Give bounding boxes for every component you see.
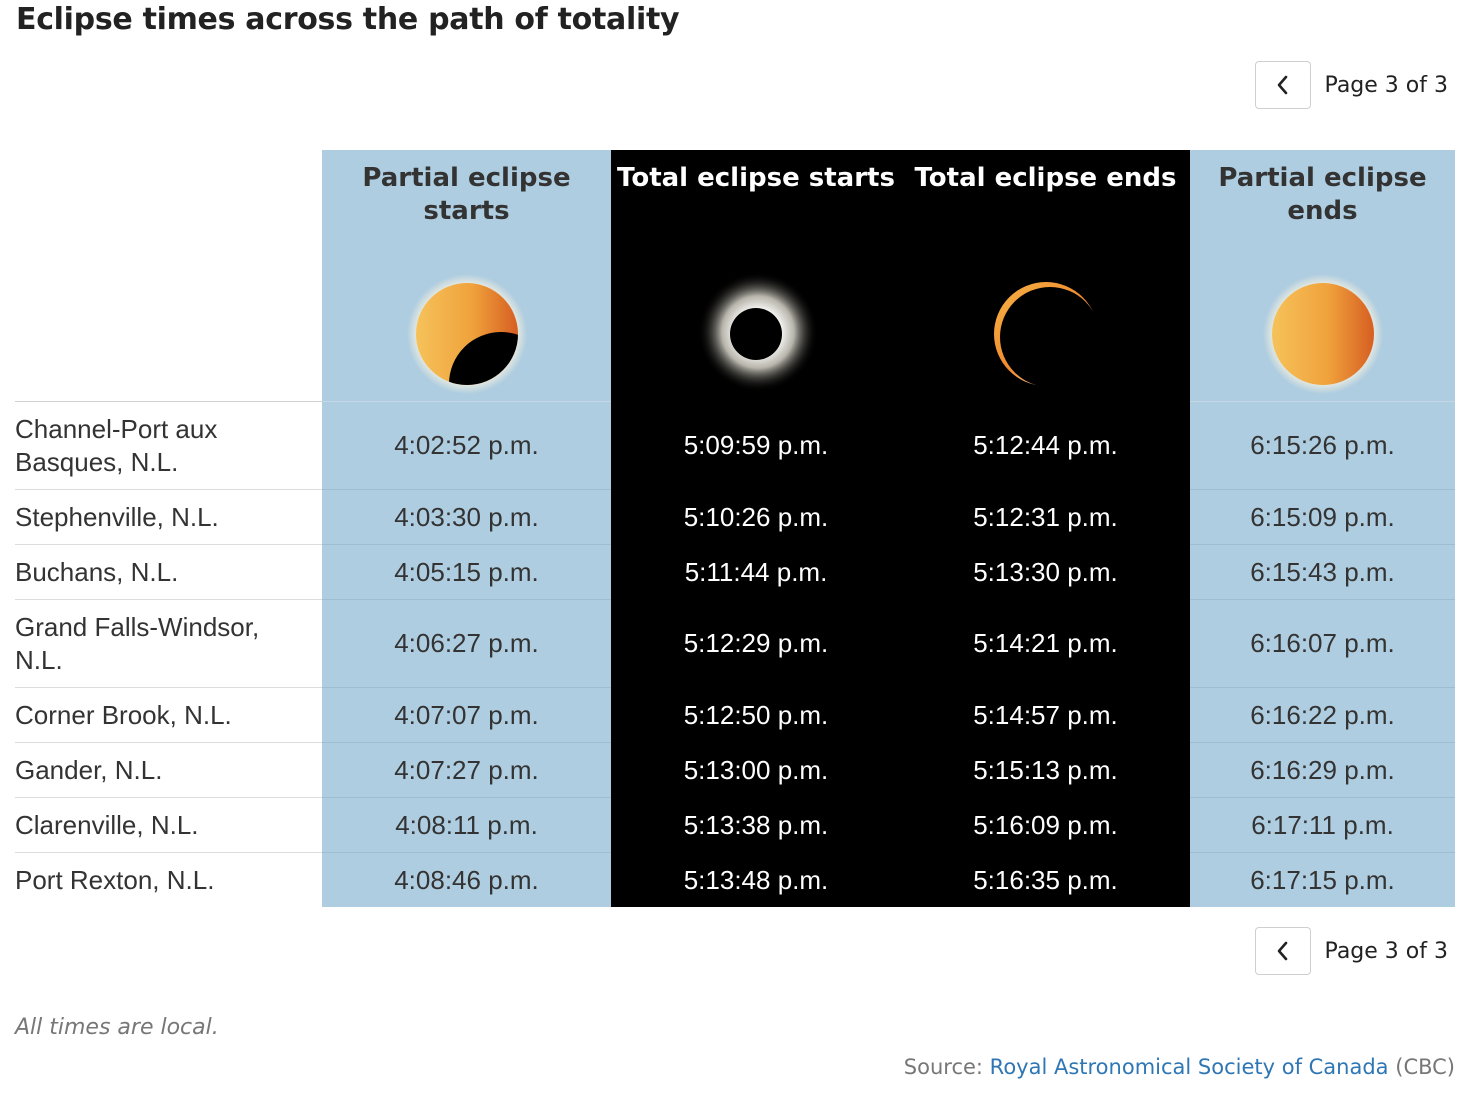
partial-start-cell: 4:07:07 p.m.	[322, 687, 611, 743]
city-cell: Clarenville, N.L.	[15, 797, 322, 853]
pagination-top: Page 3 of 3	[1254, 60, 1448, 110]
total-start-cell: 5:11:44 p.m.	[611, 544, 901, 600]
city-cell: Port Rexton, N.L.	[15, 852, 322, 907]
total-start-cell: 5:09:59 p.m.	[611, 401, 901, 490]
page-title: Eclipse times across the path of totalit…	[16, 2, 680, 37]
table-row: Channel-Port aux Basques, N.L. 4:02:52 p…	[15, 401, 1455, 490]
table-row: Gander, N.L. 4:07:27 p.m. 5:13:00 p.m. 5…	[15, 742, 1455, 798]
city-name: Grand Falls-Windsor, N.L.	[15, 611, 260, 675]
pagination-bottom: Page 3 of 3	[1254, 926, 1448, 976]
total-end-cell: 5:16:09 p.m.	[901, 797, 1190, 853]
city-name: Gander, N.L.	[15, 754, 163, 785]
total-end-cell: 5:14:21 p.m.	[901, 599, 1190, 688]
full-sun-icon	[1262, 274, 1383, 394]
total-start-cell: 5:13:48 p.m.	[611, 852, 901, 907]
city-name: Port Rexton, N.L.	[15, 864, 215, 895]
partial-end-cell: 6:15:26 p.m.	[1190, 401, 1455, 490]
total-end-cell: 5:13:30 p.m.	[901, 544, 1190, 600]
table-row: Buchans, N.L. 4:05:15 p.m. 5:11:44 p.m. …	[15, 544, 1455, 600]
total-end-cell: 5:14:57 p.m.	[901, 687, 1190, 743]
total-end-cell: 5:12:44 p.m.	[901, 401, 1190, 490]
total-start-cell: 5:12:29 p.m.	[611, 599, 901, 688]
city-cell: Buchans, N.L.	[15, 544, 322, 600]
page-indicator: Page 3 of 3	[1324, 72, 1448, 98]
partial-start-cell: 4:07:27 p.m.	[322, 742, 611, 798]
total-eclipse-end-crescent-icon	[983, 272, 1108, 396]
city-name: Clarenville, N.L.	[15, 809, 199, 840]
source-suffix: (CBC)	[1395, 1055, 1455, 1079]
column-label: Total eclipse ends	[914, 163, 1177, 193]
header-total-eclipse-starts: Total eclipse starts	[611, 150, 901, 402]
chevron-left-icon	[1277, 941, 1287, 961]
partial-end-cell: 6:16:22 p.m.	[1190, 687, 1455, 743]
previous-page-button[interactable]	[1254, 927, 1311, 975]
column-label: Partial eclipse starts	[362, 163, 571, 226]
table-row: Corner Brook, N.L. 4:07:07 p.m. 5:12:50 …	[15, 687, 1455, 743]
eclipse-times-table: Partial eclipse starts Total eclipse sta…	[15, 150, 1455, 907]
total-start-cell: 5:12:50 p.m.	[611, 687, 901, 743]
table-row: Grand Falls-Windsor, N.L. 4:06:27 p.m. 5…	[15, 599, 1455, 688]
total-start-cell: 5:13:00 p.m.	[611, 742, 901, 798]
city-column-header	[15, 150, 322, 402]
header-partial-eclipse-starts: Partial eclipse starts	[322, 150, 611, 402]
partial-start-cell: 4:02:52 p.m.	[322, 401, 611, 490]
source-link[interactable]: Royal Astronomical Society of Canada	[989, 1055, 1389, 1079]
partial-end-cell: 6:16:07 p.m.	[1190, 599, 1455, 688]
city-cell: Gander, N.L.	[15, 742, 322, 798]
total-end-cell: 5:15:13 p.m.	[901, 742, 1190, 798]
city-name: Stephenville, N.L.	[15, 501, 219, 532]
city-name: Corner Brook, N.L.	[15, 699, 232, 730]
partial-start-cell: 4:03:30 p.m.	[322, 489, 611, 545]
total-start-cell: 5:13:38 p.m.	[611, 797, 901, 853]
table-row: Stephenville, N.L. 4:03:30 p.m. 5:10:26 …	[15, 489, 1455, 545]
total-end-cell: 5:12:31 p.m.	[901, 489, 1190, 545]
total-end-cell: 5:16:35 p.m.	[901, 852, 1190, 907]
city-cell: Corner Brook, N.L.	[15, 687, 322, 743]
table-header-row: Partial eclipse starts Total eclipse sta…	[15, 150, 1455, 402]
partial-end-cell: 6:16:29 p.m.	[1190, 742, 1455, 798]
page-indicator: Page 3 of 3	[1324, 938, 1448, 964]
source-credit: Source: Royal Astronomical Society of Ca…	[904, 1055, 1455, 1079]
partial-start-cell: 4:06:27 p.m.	[322, 599, 611, 688]
column-label: Total eclipse starts	[617, 163, 895, 193]
total-eclipse-corona-icon	[694, 272, 818, 396]
header-partial-eclipse-ends: Partial eclipse ends	[1190, 150, 1455, 402]
city-name: Buchans, N.L.	[15, 556, 179, 587]
header-total-eclipse-ends: Total eclipse ends	[901, 150, 1190, 402]
source-prefix: Source:	[903, 1055, 983, 1079]
city-cell: Channel-Port aux Basques, N.L.	[15, 401, 322, 490]
partial-end-cell: 6:15:09 p.m.	[1190, 489, 1455, 545]
partial-end-cell: 6:17:11 p.m.	[1190, 797, 1455, 853]
table-row: Clarenville, N.L. 4:08:11 p.m. 5:13:38 p…	[15, 797, 1455, 853]
chevron-left-icon	[1277, 75, 1287, 95]
city-cell: Stephenville, N.L.	[15, 489, 322, 545]
city-name: Channel-Port aux Basques, N.L.	[15, 413, 218, 477]
partial-end-cell: 6:17:15 p.m.	[1190, 852, 1455, 907]
total-start-cell: 5:10:26 p.m.	[611, 489, 901, 545]
partial-eclipse-start-icon	[406, 274, 527, 394]
partial-start-cell: 4:08:11 p.m.	[322, 797, 611, 853]
city-cell: Grand Falls-Windsor, N.L.	[15, 599, 322, 688]
previous-page-button[interactable]	[1254, 61, 1311, 109]
partial-start-cell: 4:05:15 p.m.	[322, 544, 611, 600]
table-row: Port Rexton, N.L. 4:08:46 p.m. 5:13:48 p…	[15, 852, 1455, 907]
partial-start-cell: 4:08:46 p.m.	[322, 852, 611, 907]
partial-end-cell: 6:15:43 p.m.	[1190, 544, 1455, 600]
footnote: All times are local.	[15, 1015, 219, 1040]
column-label: Partial eclipse ends	[1218, 163, 1427, 226]
